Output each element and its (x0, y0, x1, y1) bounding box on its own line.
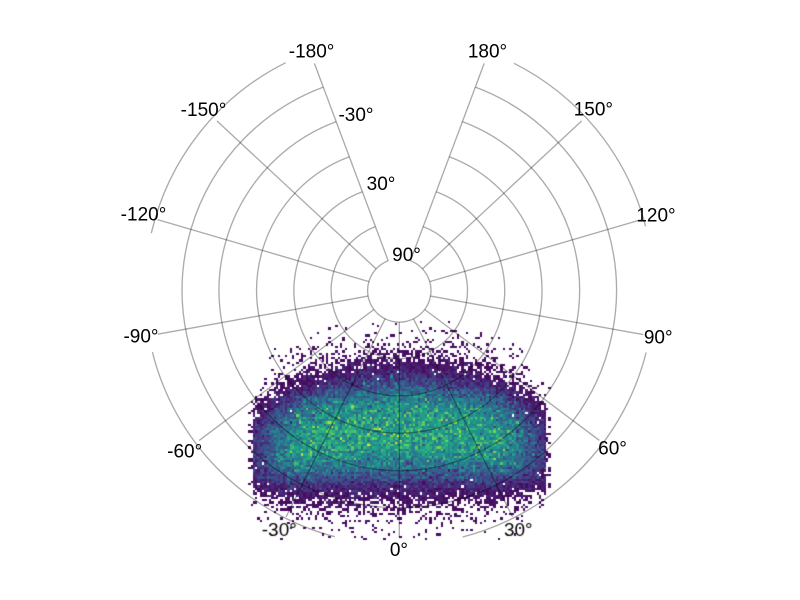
svg-text:90°: 90° (392, 245, 421, 266)
svg-text:-30°: -30° (338, 105, 373, 126)
svg-text:90°: 90° (644, 328, 673, 349)
svg-text:-90°: -90° (123, 326, 158, 347)
svg-text:-180°: -180° (289, 42, 335, 63)
svg-text:60°: 60° (598, 439, 627, 460)
svg-text:-150°: -150° (181, 100, 227, 121)
svg-text:30°: 30° (367, 174, 396, 195)
svg-text:120°: 120° (636, 205, 675, 226)
svg-text:150°: 150° (574, 100, 613, 121)
svg-text:180°: 180° (468, 42, 507, 63)
svg-text:-120°: -120° (121, 205, 167, 226)
svg-text:0°: 0° (390, 540, 408, 561)
svg-text:-60°: -60° (167, 441, 202, 462)
